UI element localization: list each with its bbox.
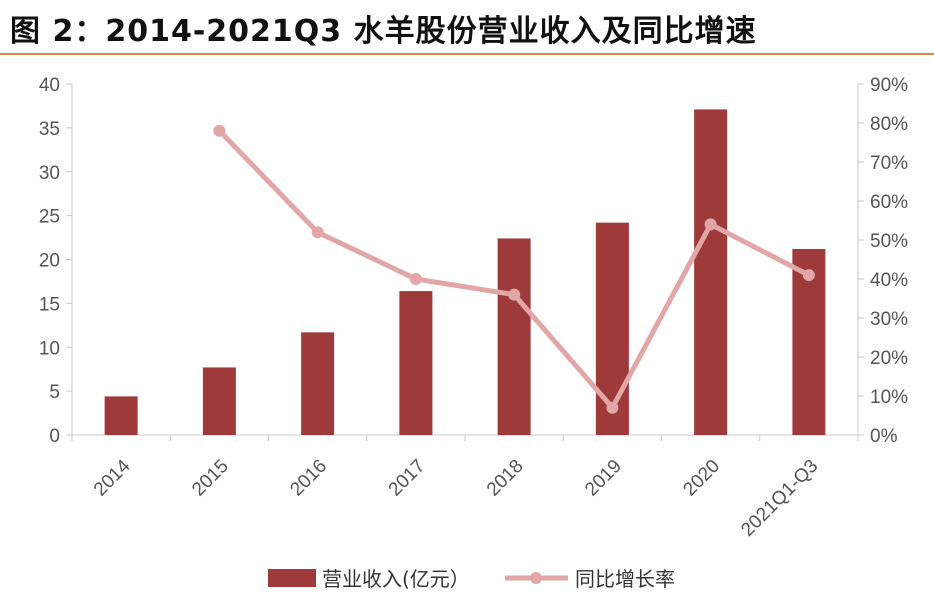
y-left-tick-label: 30 (39, 163, 60, 184)
bar (497, 238, 531, 435)
line-point (409, 273, 422, 285)
legend-bar-swatch (268, 569, 316, 587)
y-right-tick-label: 90% (870, 75, 908, 96)
y-right-tick-label: 30% (870, 309, 908, 330)
y-right-tick-label: 40% (870, 270, 908, 291)
x-tick-label: 2016 (286, 456, 331, 501)
line-point (311, 226, 324, 239)
legend-bar-label: 营业收入(亿元） (322, 567, 470, 591)
y-left-tick-label: 25 (39, 207, 60, 228)
y-right-tick-label: 50% (870, 231, 908, 252)
y-axis-right: 0% 10% 20% 30% 40% 50% 60% 70% 80% 90% (857, 75, 908, 447)
line-point (508, 288, 521, 301)
bar-series (104, 109, 826, 435)
bar (202, 367, 236, 435)
line-series (213, 124, 815, 414)
y-left-tick-label: 5 (49, 382, 60, 403)
y-left-tick-label: 15 (39, 294, 60, 315)
y-right-tick-label: 10% (870, 387, 908, 408)
y-right-tick-label: 20% (870, 348, 908, 369)
x-tick-label: 2021Q1-Q3 (737, 456, 822, 541)
legend-line-marker (530, 572, 542, 584)
bar (694, 109, 728, 435)
y-right-tick-label: 60% (870, 192, 908, 213)
bar (301, 332, 335, 435)
x-tick-label: 2020 (679, 456, 724, 501)
y-left-tick-label: 20 (39, 251, 60, 272)
y-right-tick-label: 0% (870, 426, 898, 447)
line-point (802, 269, 815, 282)
y-left-tick-label: 0 (49, 426, 60, 447)
title-divider (0, 53, 934, 55)
line-point (213, 124, 226, 137)
y-right-tick-label: 70% (870, 153, 908, 174)
legend-line-label: 同比增长率 (575, 567, 675, 591)
line-point (704, 218, 717, 231)
y-left-tick-label: 10 (39, 338, 60, 359)
bar (399, 291, 433, 435)
y-right-tick-label: 80% (870, 114, 908, 135)
bar (595, 222, 629, 435)
x-tick-label: 2017 (385, 456, 430, 501)
line-point (606, 401, 619, 414)
x-tick-label: 2014 (90, 455, 135, 500)
x-axis: 2014 2015 2016 2017 2018 2019 2020 2021Q1-Q3 (71, 434, 859, 541)
bar (104, 396, 138, 435)
y-axis-left: 0 5 10 15 20 25 30 35 40 (39, 75, 73, 447)
y-left-tick-label: 35 (39, 119, 60, 140)
chart-title: 图 2：2014-2021Q3 水羊股份营业收入及同比增速 (10, 14, 757, 49)
legend: 营业收入(亿元） 同比增长率 (268, 567, 675, 591)
x-tick-label: 2018 (483, 456, 528, 501)
x-tick-label: 2019 (581, 456, 626, 501)
y-left-tick-label: 40 (39, 75, 60, 96)
x-tick-label: 2015 (188, 456, 233, 501)
